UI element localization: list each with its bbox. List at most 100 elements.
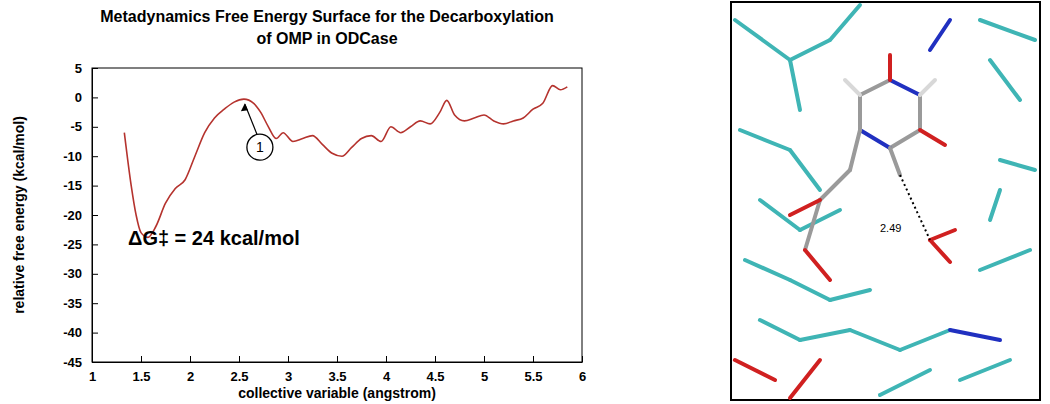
tick-label: 5: [481, 369, 488, 384]
bond: [820, 170, 850, 200]
bond: [790, 280, 830, 300]
tick-mark: [92, 333, 98, 334]
bond: [960, 360, 1010, 380]
tick-mark: [484, 356, 485, 362]
tick-label: 4.5: [426, 369, 444, 384]
tick-mark: [386, 356, 387, 362]
bond: [930, 240, 950, 262]
bond: [858, 95, 862, 130]
tick-label: 0: [75, 90, 82, 105]
plot-frame: [92, 68, 582, 362]
bond: [990, 190, 1000, 220]
title: of OMP in ODCase: [256, 30, 397, 47]
tick-mark: [92, 68, 98, 69]
tick-label: -5: [70, 119, 82, 134]
axis: 5 0 -5 -10 -15 -20 -25 -30 -35 -40 -45: [63, 61, 98, 370]
bond: [740, 130, 790, 150]
tick-mark: [92, 127, 98, 128]
bond: [918, 95, 922, 130]
bond: [790, 360, 820, 398]
bond: [790, 40, 830, 60]
x-axis-title: collective variable (angstrom): [238, 385, 436, 401]
bond: [860, 80, 890, 95]
title: Metadynamics Free Energy Surface for the…: [100, 8, 553, 25]
title-group: Metadynamics Free Energy Surface for the…: [100, 8, 553, 47]
bond: [888, 55, 892, 80]
structure-frame: [731, 2, 1040, 400]
tick-mark: [92, 303, 98, 304]
tick-label: -45: [63, 355, 82, 370]
tick-label: -10: [63, 149, 82, 164]
tick-label: 3: [285, 369, 292, 384]
bond: [760, 320, 800, 340]
bond: [950, 330, 1000, 340]
tick: -15: [63, 178, 98, 193]
bond: [800, 330, 850, 340]
bond: [745, 260, 790, 280]
annotation: ΔG‡ = 24 kcal/mol: [128, 227, 300, 249]
tick: -20: [63, 208, 98, 223]
tick-mark: [435, 356, 436, 362]
tick: 2: [187, 356, 194, 384]
tick-label: 1: [89, 369, 96, 384]
bond: [920, 80, 935, 95]
bond: [890, 80, 920, 95]
bond: [1000, 160, 1035, 170]
bond: [735, 20, 790, 60]
tick-label: -15: [63, 178, 82, 193]
data-line: [124, 86, 567, 238]
bond: [845, 80, 860, 95]
bond: [980, 20, 1035, 40]
tick-label: 2: [187, 369, 194, 384]
bond: [990, 60, 1020, 100]
axis-line: [93, 362, 583, 363]
tick: 3.5: [328, 356, 346, 384]
annotation: 1: [256, 139, 264, 155]
tick-mark: [533, 356, 534, 362]
tick-label: -30: [63, 266, 82, 281]
axis: 11.522.533.544.555.56: [89, 356, 586, 384]
tick-mark: [288, 356, 289, 362]
tick: 3: [285, 356, 292, 384]
tick-mark: [92, 97, 98, 98]
distance-line: [900, 175, 930, 240]
tick: 5: [481, 356, 488, 384]
tick: 5.5: [524, 356, 542, 384]
bond: [880, 370, 930, 395]
bond: [850, 130, 860, 170]
tick: -10: [63, 149, 98, 164]
tick-label: 5: [75, 61, 82, 76]
structure-panel: 2.49: [731, 2, 1040, 400]
bond: [735, 360, 775, 380]
bond: [790, 200, 820, 215]
tick-label: 3.5: [328, 369, 346, 384]
annotation-group: 1 ΔG‡ = 24 kcal/mol: [128, 103, 300, 249]
annotation-circle: [247, 134, 273, 160]
bond: [930, 230, 955, 240]
tick-label: 2.5: [230, 369, 248, 384]
tick-mark: [239, 356, 240, 362]
tick-mark: [92, 362, 98, 363]
bond: [830, 5, 860, 40]
tick: 6: [579, 356, 586, 384]
bond: [890, 148, 900, 175]
tick-mark: [92, 156, 98, 157]
tick-label: 5.5: [524, 369, 542, 384]
bond: [790, 150, 820, 190]
bond: [800, 210, 840, 230]
tick: -25: [63, 237, 98, 252]
tick-label: -35: [63, 296, 82, 311]
bond: [920, 130, 945, 145]
tick-mark: [190, 356, 191, 362]
tick: -40: [63, 325, 98, 340]
tick-label: -40: [63, 325, 82, 340]
tick-mark: [92, 274, 98, 275]
bond: [805, 250, 830, 280]
tick: 2.5: [230, 356, 248, 384]
tick: -35: [63, 296, 98, 311]
tick-mark: [92, 186, 98, 187]
bond: [930, 20, 950, 50]
tick: 0: [75, 90, 98, 105]
tick-mark: [92, 244, 98, 245]
tick-mark: [141, 356, 142, 362]
